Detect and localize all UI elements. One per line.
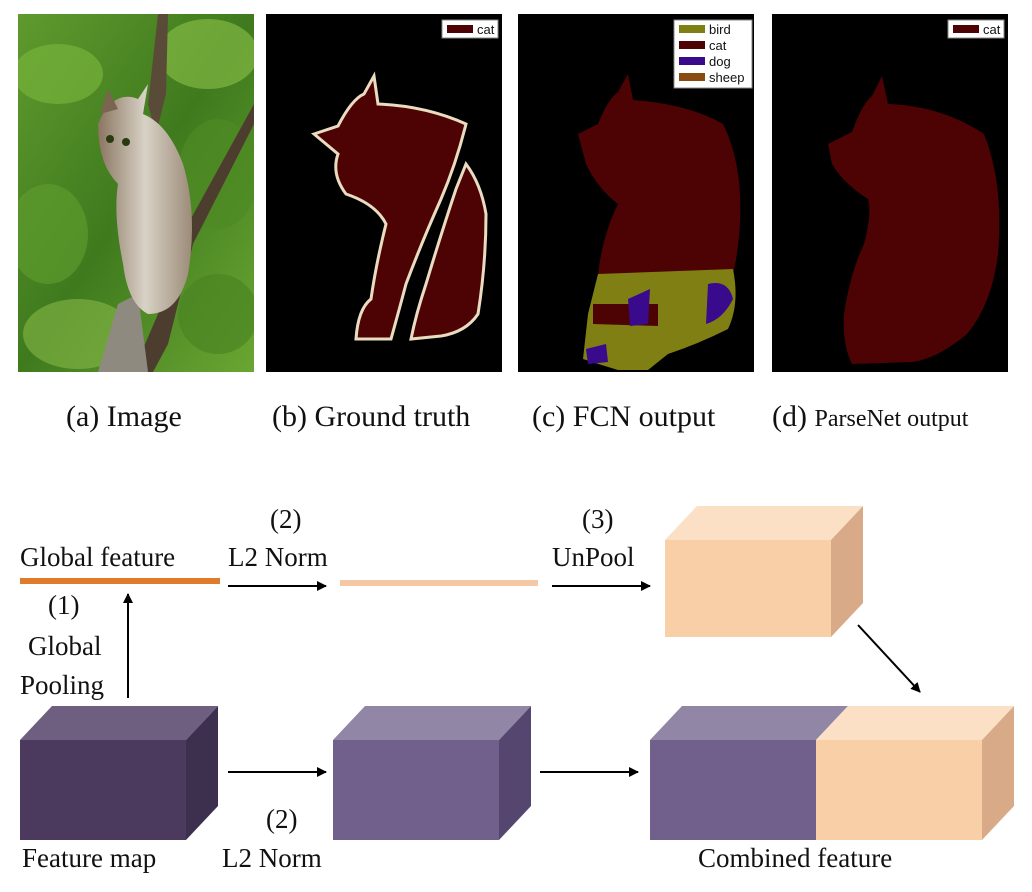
- combined-feature-box: [650, 706, 1014, 840]
- normalized-feature-map-box: [333, 706, 531, 840]
- global-feature-label: Global feature: [20, 542, 175, 572]
- feature-map-box: [20, 706, 218, 840]
- arrow-combine: [858, 625, 920, 692]
- combined-feature-label: Combined feature: [698, 843, 892, 873]
- step2-label-bottom: L2 Norm: [222, 843, 322, 873]
- step2-number-top: (2): [270, 504, 301, 534]
- step1-number: (1): [48, 590, 79, 620]
- step3-number: (3): [582, 504, 613, 534]
- step2-label-top: L2 Norm: [228, 542, 328, 572]
- step3-label: UnPool: [552, 542, 635, 572]
- step2-number-bottom: (2): [266, 804, 297, 834]
- unpooled-feature-box: [665, 506, 863, 637]
- step1-line1: Global: [28, 631, 102, 661]
- step1-line2: Pooling: [20, 670, 104, 700]
- feature-map-label: Feature map: [22, 843, 156, 873]
